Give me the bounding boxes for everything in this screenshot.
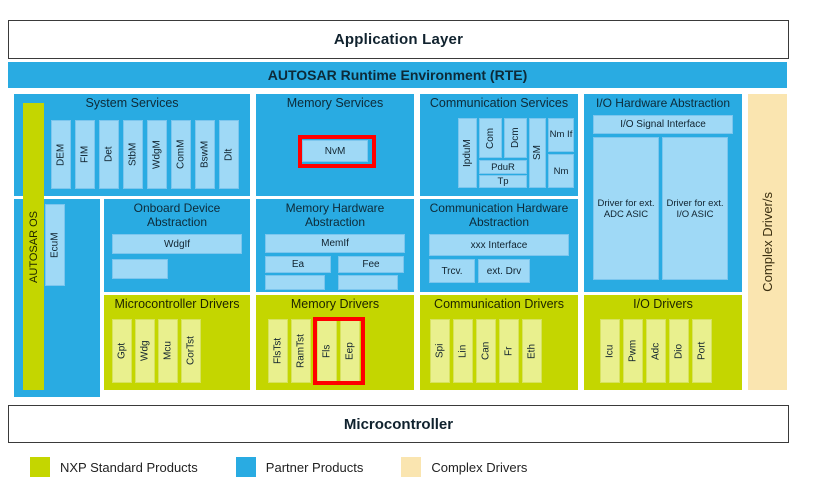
communication-services-title: Communication Services bbox=[429, 96, 569, 110]
communication-drivers-title: Communication Drivers bbox=[434, 297, 564, 311]
microcontroller-drivers-title: Microcontroller Drivers bbox=[114, 297, 240, 311]
rte-layer-box: AUTOSAR Runtime Environment (RTE) bbox=[8, 62, 787, 88]
autosar-os-bar[interactable]: AUTOSAR OS bbox=[23, 103, 44, 390]
io-drivers-block: I/O Drivers Icu Pwm Adc Dio Port bbox=[584, 295, 742, 390]
memory-drivers-block: Memory Drivers FlsTst RamTst Fls Eep bbox=[256, 295, 414, 390]
driver-mcu[interactable]: Mcu bbox=[158, 319, 178, 383]
io-hardware-abstraction-block: I/O Hardware Abstraction I/O Signal Inte… bbox=[584, 94, 742, 292]
microcontroller-drivers-block: Microcontroller Drivers Gpt Wdg Mcu CorT… bbox=[104, 295, 250, 390]
legend-label-partner: Partner Products bbox=[265, 459, 364, 475]
rte-layer-label: AUTOSAR Runtime Environment (RTE) bbox=[267, 67, 528, 83]
bsw-stack: System Services DEM FIM Det StbM WdgM Co… bbox=[8, 94, 787, 397]
module-wdgm[interactable]: WdgM bbox=[147, 120, 167, 189]
legend-item-partner: Partner Products bbox=[235, 457, 364, 477]
application-layer-box: Application Layer bbox=[8, 20, 789, 59]
microcontroller-layer-label: Microcontroller bbox=[343, 415, 454, 433]
autosar-os-label: AUTOSAR OS bbox=[27, 210, 40, 283]
driver-pwm[interactable]: Pwm bbox=[623, 319, 643, 383]
legend: NXP Standard Products Partner Products C… bbox=[8, 452, 787, 482]
xxx-interface[interactable]: xxx Interface bbox=[429, 234, 569, 256]
memory-services-title: Memory Services bbox=[286, 96, 384, 110]
module-det[interactable]: Det bbox=[99, 120, 119, 189]
module-pdur[interactable]: PduR bbox=[479, 160, 527, 174]
memory-blank-box-fee[interactable] bbox=[338, 275, 398, 290]
memory-hardware-abstraction-title: Memory Hardware Abstraction bbox=[285, 201, 385, 229]
complex-drivers-column[interactable]: Complex Driver/s bbox=[748, 94, 787, 390]
driver-icu[interactable]: Icu bbox=[600, 319, 620, 383]
driver-eth[interactable]: Eth bbox=[522, 319, 542, 383]
module-com[interactable]: Com bbox=[479, 118, 502, 158]
memory-drivers-title: Memory Drivers bbox=[290, 297, 380, 311]
system-services-block: System Services DEM FIM Det StbM WdgM Co… bbox=[14, 94, 250, 196]
module-wdgif[interactable]: WdgIf bbox=[112, 234, 242, 254]
driver-lin[interactable]: Lin bbox=[453, 319, 473, 383]
onboard-device-abstraction-title: Onboard Device Abstraction bbox=[133, 201, 221, 229]
driver-ext-adc-asic[interactable]: Driver for ext. ADC ASIC bbox=[593, 137, 659, 280]
communication-hardware-abstraction-block: Communication Hardware Abstraction xxx I… bbox=[420, 199, 578, 292]
legend-swatch-partner bbox=[235, 457, 256, 477]
driver-cortst[interactable]: CorTst bbox=[181, 319, 201, 383]
module-dem[interactable]: DEM bbox=[51, 120, 71, 189]
driver-eep[interactable]: Eep bbox=[340, 319, 360, 383]
communication-drivers-block: Communication Drivers Spi Lin Can Fr Eth bbox=[420, 295, 578, 390]
module-ecum[interactable]: EcuM bbox=[45, 204, 65, 286]
onboard-blank-box[interactable] bbox=[112, 259, 168, 279]
module-nm-if[interactable]: Nm If bbox=[548, 118, 574, 152]
driver-can[interactable]: Can bbox=[476, 319, 496, 383]
module-bswm[interactable]: BswM bbox=[195, 120, 215, 189]
module-stbm[interactable]: StbM bbox=[123, 120, 143, 189]
module-nvm[interactable]: NvM bbox=[302, 140, 368, 162]
driver-port[interactable]: Port bbox=[692, 319, 712, 383]
driver-fls[interactable]: Fls bbox=[317, 319, 337, 383]
module-dcm[interactable]: Dcm bbox=[504, 118, 527, 158]
module-comm[interactable]: ComM bbox=[171, 120, 191, 189]
legend-label-nxp: NXP Standard Products bbox=[60, 459, 198, 475]
io-signal-interface[interactable]: I/O Signal Interface bbox=[593, 115, 733, 134]
driver-spi[interactable]: Spi bbox=[430, 319, 450, 383]
driver-adc[interactable]: Adc bbox=[646, 319, 666, 383]
onboard-device-abstraction-block: Onboard Device Abstraction WdgIf bbox=[104, 199, 250, 292]
communication-services-block: Communication Services IpduM Com Dcm Pdu… bbox=[420, 94, 578, 196]
legend-label-complex: Complex Drivers bbox=[431, 459, 528, 475]
driver-gpt[interactable]: Gpt bbox=[112, 319, 132, 383]
memory-services-block: Memory Services NvM bbox=[256, 94, 414, 196]
driver-fr[interactable]: Fr bbox=[499, 319, 519, 383]
driver-dio[interactable]: Dio bbox=[669, 319, 689, 383]
module-memif[interactable]: MemIf bbox=[265, 234, 405, 253]
driver-ext-io-asic[interactable]: Driver for ext. I/O ASIC bbox=[662, 137, 728, 280]
legend-swatch-nxp bbox=[30, 457, 50, 477]
module-ipdum[interactable]: IpduM bbox=[458, 118, 477, 188]
module-dlt[interactable]: Dlt bbox=[219, 120, 239, 189]
memory-hardware-abstraction-block: Memory Hardware Abstraction MemIf Ea Fee bbox=[256, 199, 414, 292]
module-trcv[interactable]: Trcv. bbox=[429, 259, 475, 283]
microcontroller-layer-box: Microcontroller bbox=[8, 405, 789, 443]
legend-item-nxp: NXP Standard Products bbox=[30, 457, 198, 477]
module-ea[interactable]: Ea bbox=[265, 256, 331, 273]
memory-blank-box-ea[interactable] bbox=[265, 275, 325, 290]
io-drivers-title: I/O Drivers bbox=[633, 297, 693, 311]
module-tp[interactable]: Tp bbox=[479, 175, 527, 188]
complex-drivers-label: Complex Driver/s bbox=[760, 192, 775, 292]
driver-ramtst[interactable]: RamTst bbox=[291, 319, 311, 383]
module-sm[interactable]: SM bbox=[529, 118, 546, 188]
module-ext-drv[interactable]: ext. Drv bbox=[478, 259, 530, 283]
legend-item-complex: Complex Drivers bbox=[401, 457, 527, 477]
driver-wdg[interactable]: Wdg bbox=[135, 319, 155, 383]
communication-hardware-abstraction-title: Communication Hardware Abstraction bbox=[429, 201, 569, 229]
application-layer-label: Application Layer bbox=[333, 31, 464, 48]
module-fee[interactable]: Fee bbox=[338, 256, 404, 273]
driver-flstst[interactable]: FlsTst bbox=[268, 319, 288, 383]
system-services-title: System Services bbox=[85, 96, 179, 110]
io-hardware-abstraction-title: I/O Hardware Abstraction bbox=[595, 96, 731, 110]
legend-swatch-complex bbox=[401, 457, 422, 477]
module-nm[interactable]: Nm bbox=[548, 154, 574, 188]
module-fim[interactable]: FIM bbox=[75, 120, 95, 189]
